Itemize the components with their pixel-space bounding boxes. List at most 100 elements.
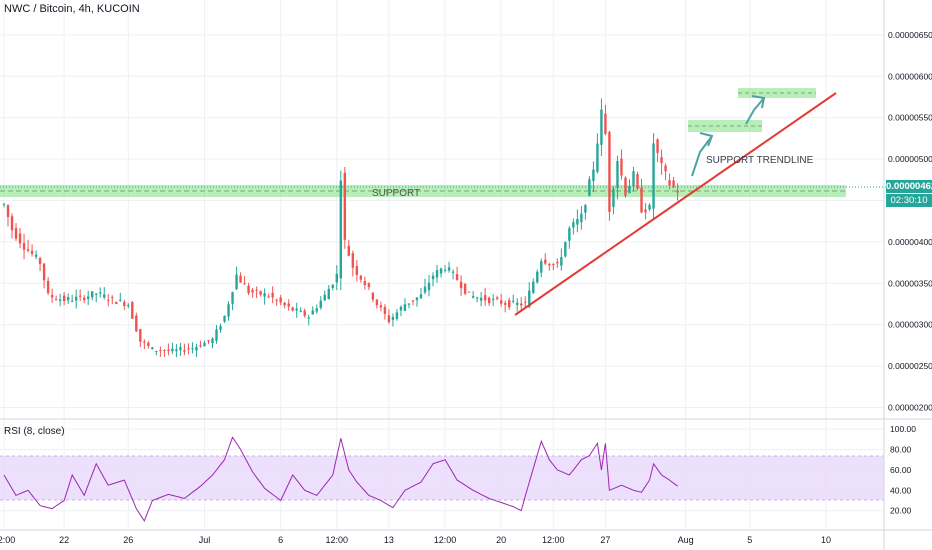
candle-body [491, 298, 495, 300]
candle-body [363, 280, 367, 286]
candle-body [91, 291, 94, 298]
candle-body [87, 296, 90, 299]
candle-body [95, 293, 98, 295]
candle-body [311, 310, 314, 315]
rsi-indicator-label[interactable]: RSI (8, close) [4, 426, 65, 437]
candle-body [207, 340, 210, 342]
candle-body [351, 253, 355, 268]
candle-body [544, 259, 547, 264]
candle-body [247, 285, 250, 294]
candle-body [383, 306, 387, 314]
candle-body [18, 233, 22, 244]
candle-body [331, 284, 334, 288]
candle-body [14, 228, 18, 239]
candle-body [111, 297, 114, 299]
candle-body [195, 346, 198, 351]
candle-body [119, 299, 122, 301]
candle-body [155, 350, 158, 352]
candle-body [107, 299, 110, 301]
support-label: SUPPORT [372, 188, 420, 199]
candle-body [339, 180, 343, 279]
candle-body [668, 180, 671, 186]
candle-body [203, 342, 206, 347]
candle-body [556, 262, 559, 264]
candle-body [355, 266, 359, 275]
candle-body [624, 177, 627, 196]
candle-body [159, 350, 162, 352]
candle-body [483, 295, 487, 301]
rsi-tick-label: 100.00 [890, 424, 916, 434]
rsi-tick-label: 20.00 [890, 506, 912, 516]
projection-arrow-1-head [699, 132, 714, 147]
candle-body [70, 300, 74, 302]
candle-body [475, 297, 479, 299]
candle-body [175, 349, 178, 352]
candle-body [299, 310, 302, 312]
candle-body [431, 275, 435, 280]
candle-body [572, 222, 575, 228]
candle-body [215, 329, 218, 341]
candle-body [211, 338, 214, 344]
candle-body [604, 113, 607, 134]
candle-body [115, 302, 118, 305]
candle-body [588, 179, 591, 196]
candle-body [163, 350, 166, 352]
time-axis[interactable]: 12:00 22 26 Jul 6 12:00 13 12:00 20 12:00 27 Aug 5 10 [0, 535, 831, 545]
candle-body [219, 326, 222, 330]
candle-body [520, 303, 523, 306]
price-tick-label: 0.00000250 [888, 361, 932, 371]
candle-body [407, 303, 411, 305]
candle-body [303, 310, 306, 316]
candle-body [463, 283, 467, 294]
candle-body [187, 348, 190, 350]
candle-body [427, 282, 431, 291]
time-tick-label: 26 [123, 535, 133, 545]
candle-body [199, 345, 202, 347]
candle-body [251, 289, 254, 293]
candle-body [608, 132, 611, 212]
candle-body [552, 263, 555, 265]
candle-body [343, 172, 347, 240]
rsi-axis[interactable]: 100.00 80.00 60.00 40.00 20.00 [890, 424, 916, 516]
support-trendline [514, 92, 837, 316]
candle-body [508, 300, 511, 308]
candle-body [524, 301, 527, 303]
candle-body [143, 341, 146, 343]
candle-body [367, 283, 371, 288]
candle-body [564, 242, 567, 257]
candle-body [479, 297, 483, 301]
time-tick-label: 6 [278, 535, 283, 545]
candle-body [379, 305, 383, 308]
candle-body [435, 270, 439, 278]
candle-body [640, 187, 643, 213]
candle-body [275, 299, 278, 301]
candle-body [263, 293, 266, 297]
candle-body [487, 297, 491, 304]
candle-body [471, 296, 475, 298]
candle-body [235, 274, 238, 290]
price-axis[interactable]: 0.00000650 0.00000600 0.00000550 0.00000500… [888, 30, 932, 413]
candle-body [103, 294, 106, 298]
candle-body [439, 268, 443, 274]
candle-body [267, 296, 270, 298]
candle-body [10, 216, 14, 231]
candle-body [580, 213, 583, 223]
candle-body [38, 258, 42, 264]
candle-body [467, 291, 471, 293]
candle-body [271, 292, 274, 298]
candle-body [315, 308, 318, 312]
candle-body [183, 350, 186, 352]
projection-arrow-2 [745, 97, 765, 125]
candle-body [536, 271, 539, 283]
candles [2, 98, 679, 358]
projection-arrow-1 [691, 135, 713, 177]
time-tick-label: 12:00 [434, 535, 457, 545]
candle-body [135, 315, 138, 332]
chart-title: NWC / Bitcoin, 4h, KUCOIN [4, 3, 140, 15]
candle-body [179, 347, 182, 351]
candle-body [26, 249, 30, 251]
candle-body [423, 286, 427, 293]
candle-body [78, 295, 82, 297]
candle-body [443, 269, 447, 271]
candle-body [171, 348, 174, 352]
